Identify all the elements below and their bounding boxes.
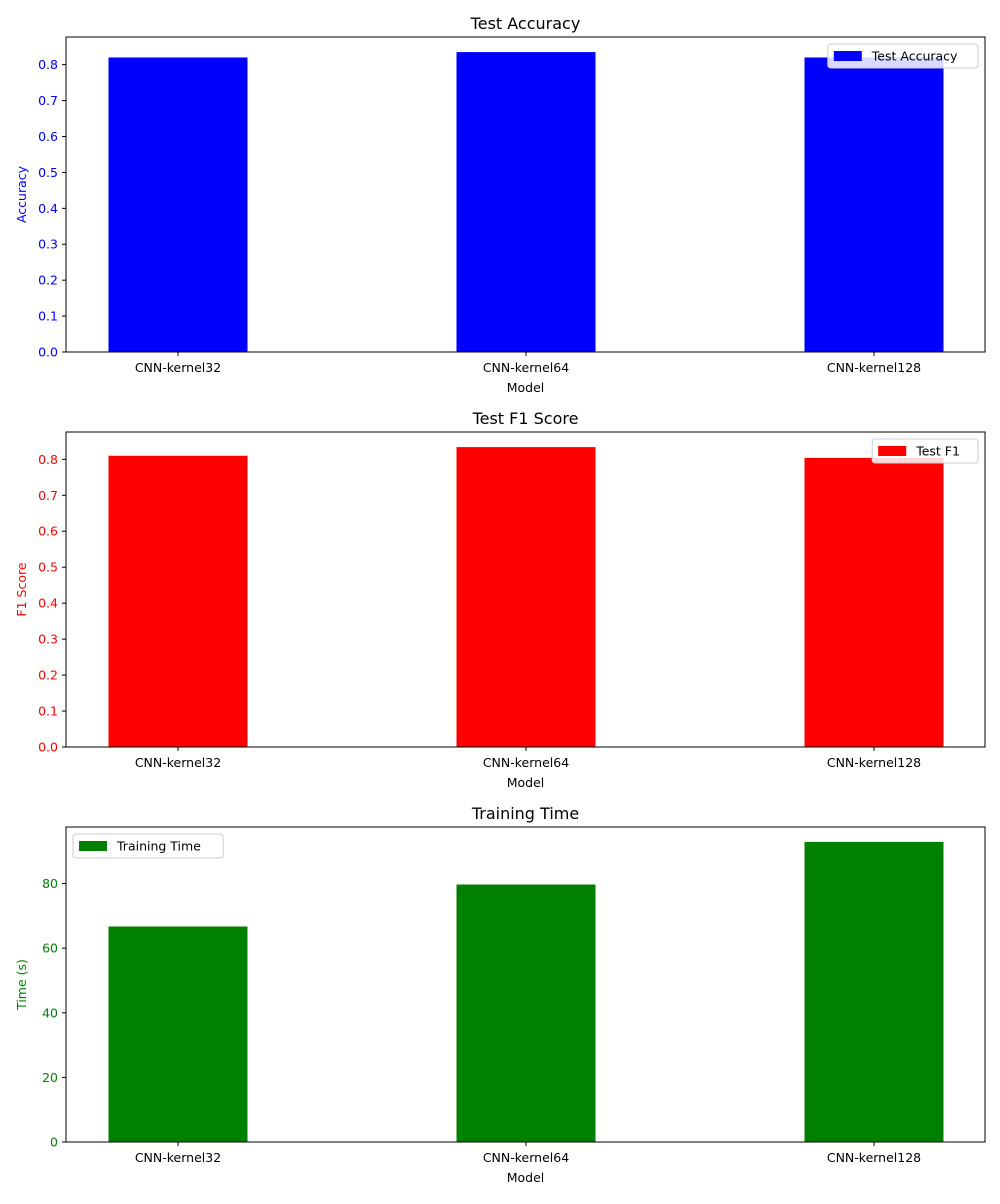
chart-title: Training Time bbox=[471, 804, 579, 823]
y-axis-label: F1 Score bbox=[14, 562, 29, 616]
x-tick-label: CNN-kernel32 bbox=[135, 755, 221, 770]
chart-title: Test Accuracy bbox=[470, 14, 581, 33]
y-tick-label: 0.7 bbox=[38, 488, 58, 503]
bar-cnn-kernel128 bbox=[804, 841, 944, 1142]
bar-cnn-kernel128 bbox=[804, 57, 944, 352]
chart-title: Test F1 Score bbox=[472, 409, 579, 428]
legend-label: Test Accuracy bbox=[871, 49, 958, 64]
bar-cnn-kernel128 bbox=[804, 457, 944, 747]
y-tick-label: 0.1 bbox=[38, 704, 58, 719]
bar-cnn-kernel32 bbox=[108, 57, 248, 352]
x-tick-label: CNN-kernel128 bbox=[827, 360, 921, 375]
legend: Test F1 bbox=[871, 438, 979, 464]
legend-label: Test F1 bbox=[915, 444, 960, 459]
y-axis-label: Accuracy bbox=[14, 165, 29, 223]
bar-cnn-kernel32 bbox=[108, 926, 248, 1142]
x-tick-label: CNN-kernel64 bbox=[483, 360, 569, 375]
y-tick-label: 0.2 bbox=[38, 273, 58, 288]
y-tick-label: 0 bbox=[50, 1135, 58, 1150]
y-axis-label: Time (s) bbox=[14, 959, 29, 1011]
y-tick-label: 0.7 bbox=[38, 93, 58, 108]
y-tick-label: 0.0 bbox=[38, 740, 58, 755]
y-tick-label: 0.0 bbox=[38, 345, 58, 360]
y-tick-label: 20 bbox=[42, 1070, 58, 1085]
bar-cnn-kernel64 bbox=[456, 52, 596, 353]
x-tick-label: CNN-kernel64 bbox=[483, 1150, 569, 1165]
y-tick-label: 0.3 bbox=[38, 237, 58, 252]
y-tick-label: 0.1 bbox=[38, 309, 58, 324]
legend: Training Time bbox=[72, 833, 224, 859]
legend-box bbox=[827, 43, 979, 69]
bar-cnn-kernel64 bbox=[456, 447, 596, 747]
chart-panel-1: Test Accuracy 0.0 0.1 0.2 0.3 0.4 0.5 0.6 0.7 0.8… bbox=[14, 14, 986, 395]
x-axis-label: Model bbox=[507, 1170, 545, 1185]
x-tick-label: CNN-kernel32 bbox=[135, 360, 221, 375]
y-tick-label: 0.6 bbox=[38, 129, 58, 144]
x-tick-label: CNN-kernel128 bbox=[827, 1150, 921, 1165]
y-tick-label: 40 bbox=[42, 1005, 58, 1020]
legend-swatch bbox=[79, 841, 107, 851]
y-tick-label: 80 bbox=[42, 876, 58, 891]
bar-cnn-kernel32 bbox=[108, 455, 248, 747]
y-tick-label: 60 bbox=[42, 941, 58, 956]
y-tick-label: 0.4 bbox=[38, 201, 58, 216]
chart-panel-2: Test F1 Score 0.0 0.1 0.2 0.3 0.4 0.5 0.6 0.7 0.8… bbox=[14, 409, 986, 790]
y-tick-label: 0.2 bbox=[38, 668, 58, 683]
x-tick-label: CNN-kernel128 bbox=[827, 755, 921, 770]
x-axis-label: Model bbox=[507, 775, 545, 790]
legend-swatch bbox=[833, 51, 862, 61]
x-axis-label: Model bbox=[507, 380, 545, 395]
legend-swatch bbox=[878, 446, 907, 456]
y-tick-label: 0.8 bbox=[38, 452, 58, 467]
x-tick-label: CNN-kernel32 bbox=[135, 1150, 221, 1165]
legend-box bbox=[871, 438, 979, 464]
legend: Test Accuracy bbox=[827, 43, 979, 69]
y-tick-label: 0.6 bbox=[38, 524, 58, 539]
bar-cnn-kernel64 bbox=[456, 884, 596, 1142]
legend-box bbox=[72, 833, 224, 859]
y-tick-label: 0.5 bbox=[38, 560, 58, 575]
y-tick-label: 0.8 bbox=[38, 57, 58, 72]
y-tick-label: 0.5 bbox=[38, 165, 58, 180]
y-tick-label: 0.3 bbox=[38, 632, 58, 647]
x-tick-label: CNN-kernel64 bbox=[483, 755, 569, 770]
y-tick-label: 0.4 bbox=[38, 596, 58, 611]
chart-panel-3: Training Time 0 20 40 60 80 CNN-kernel32 CNN-ke… bbox=[14, 804, 986, 1185]
legend-label: Training Time bbox=[116, 839, 201, 854]
